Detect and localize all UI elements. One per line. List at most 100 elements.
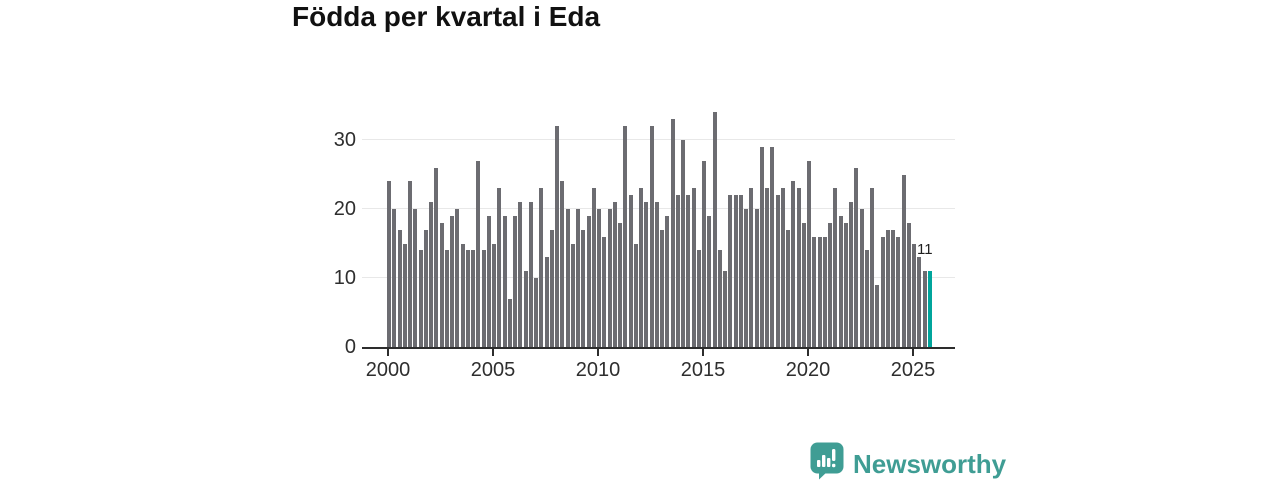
bar xyxy=(444,250,449,347)
bar xyxy=(896,236,901,347)
x-axis-tick-label: 2020 xyxy=(785,359,831,381)
bar xyxy=(812,236,817,347)
bar xyxy=(633,243,638,347)
x-axis-line xyxy=(362,346,955,349)
bar xyxy=(476,160,481,347)
bar xyxy=(822,236,827,347)
y-axis-tick-label: 10 xyxy=(333,267,356,289)
bar xyxy=(707,215,712,347)
bar xyxy=(728,195,733,347)
bar xyxy=(759,146,764,347)
bar xyxy=(549,229,554,347)
bar xyxy=(770,146,775,347)
bar xyxy=(738,195,743,347)
bar xyxy=(885,229,890,347)
bar xyxy=(744,209,748,347)
bar xyxy=(675,195,680,347)
bar xyxy=(418,250,423,347)
bar xyxy=(765,188,769,347)
bar xyxy=(649,126,654,347)
x-axis-tick-label: 2010 xyxy=(575,359,621,381)
bar xyxy=(670,119,675,347)
bar-chart-speech-bubble-icon xyxy=(810,442,844,485)
bar xyxy=(681,140,685,347)
bar xyxy=(817,236,822,347)
x-axis-tick-label: 2005 xyxy=(470,359,516,381)
bar xyxy=(465,250,470,347)
bar xyxy=(423,229,428,347)
bar xyxy=(828,222,832,347)
bar xyxy=(387,181,391,347)
bar xyxy=(408,181,412,347)
bar xyxy=(607,209,612,347)
bar xyxy=(539,188,544,347)
bar xyxy=(702,160,706,347)
bar xyxy=(912,243,916,347)
bar xyxy=(481,250,486,347)
bar xyxy=(686,195,691,347)
bar xyxy=(429,202,433,347)
bar xyxy=(565,209,570,347)
bar xyxy=(455,209,460,347)
bar xyxy=(864,250,869,347)
x-axis-tick xyxy=(492,349,494,356)
bar xyxy=(450,215,454,347)
gridline-y30 xyxy=(362,138,955,140)
bar xyxy=(796,188,801,347)
bar xyxy=(870,188,874,347)
last-value-annotation: 11 xyxy=(917,241,933,258)
bar xyxy=(733,195,738,347)
bar xyxy=(849,202,853,347)
bar xyxy=(502,215,507,347)
bar xyxy=(791,181,796,347)
bar xyxy=(513,215,517,347)
bar xyxy=(402,243,407,347)
x-axis-tick-label: 2015 xyxy=(680,359,726,381)
bar xyxy=(639,188,643,347)
chart-area: 11 0 10 20 30 2000 2005 2010 2015 2020 2025 xyxy=(334,100,955,381)
x-axis-tick-label: 2000 xyxy=(365,359,411,381)
bar xyxy=(859,209,864,347)
bar xyxy=(570,243,575,347)
bar xyxy=(833,188,838,347)
x-axis-tick xyxy=(807,349,809,356)
bar xyxy=(628,195,633,347)
bar xyxy=(397,229,402,347)
bar xyxy=(644,202,649,347)
bar xyxy=(660,229,664,347)
y-axis-tick-label: 20 xyxy=(333,198,356,220)
bar xyxy=(749,188,754,347)
bar xyxy=(780,188,785,347)
bar xyxy=(392,209,397,347)
bar xyxy=(854,167,859,347)
bar xyxy=(843,222,848,347)
bar xyxy=(544,257,549,347)
bar xyxy=(507,298,512,347)
logo-text: Newsworthy xyxy=(853,448,1007,479)
bar xyxy=(486,215,491,347)
bar xyxy=(801,222,806,347)
bar xyxy=(696,250,701,347)
bar xyxy=(906,222,911,347)
bar xyxy=(786,229,790,347)
bar xyxy=(576,209,580,347)
highlighted-bar xyxy=(927,271,932,347)
bar xyxy=(492,243,496,347)
bar xyxy=(691,188,696,347)
newsworthy-logo[interactable]: Newsworthy xyxy=(810,442,1006,485)
x-axis-tick xyxy=(912,349,914,356)
bar xyxy=(723,271,727,347)
bar xyxy=(717,250,722,347)
bar xyxy=(891,229,895,347)
bar xyxy=(602,236,607,347)
chart-title: Födda per kvartal i Eda xyxy=(292,1,601,32)
x-axis-tick xyxy=(387,349,389,356)
bar xyxy=(460,243,465,347)
x-axis-tick xyxy=(702,349,704,356)
bar xyxy=(586,215,591,347)
bar xyxy=(922,271,927,347)
x-axis-tick-label: 2025 xyxy=(890,359,936,381)
bar xyxy=(534,278,538,347)
bar xyxy=(901,174,906,347)
bar xyxy=(754,209,759,347)
